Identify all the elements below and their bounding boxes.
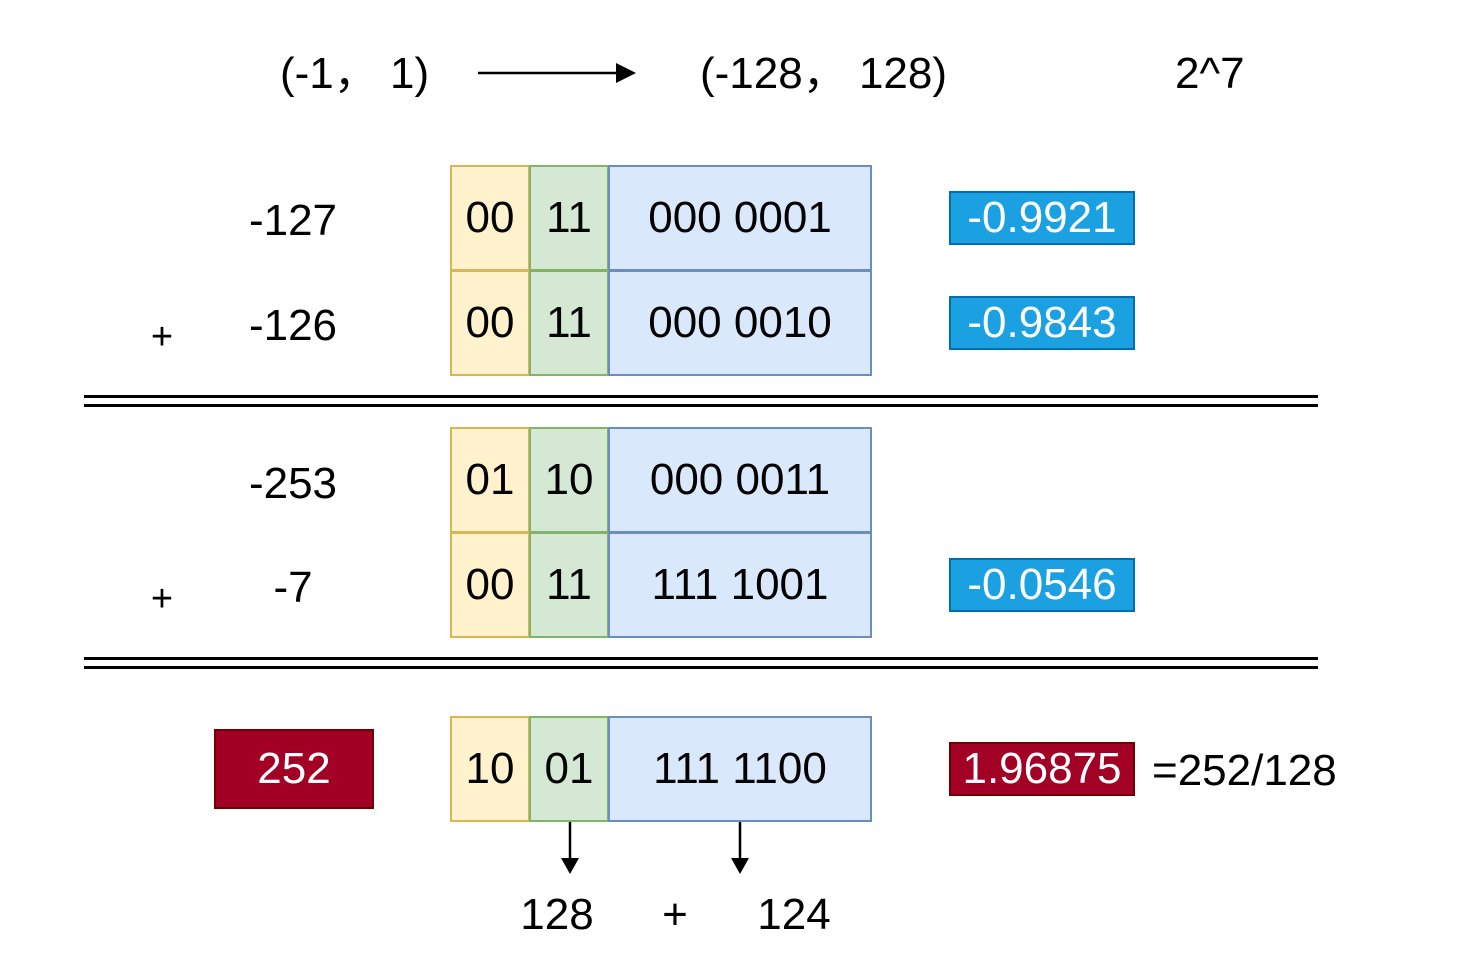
down-arrow-icon [561, 822, 579, 874]
result-formula: =252/128 [1152, 746, 1337, 795]
row-1-normalized: -0.9921 [949, 191, 1135, 245]
scale-factor: 2^7 [1175, 49, 1245, 98]
row-3-value-bits: 000 0011 [608, 427, 872, 533]
row-4-decimal: -7 [273, 563, 313, 612]
result-overflow-bits: 01 [529, 716, 609, 822]
range-from: (-1， 1) [280, 49, 430, 98]
row-2-decimal: -126 [248, 301, 338, 350]
row-3-overflow-bits: 10 [529, 427, 609, 533]
row-2-overflow-bits: 11 [529, 270, 609, 376]
sum-rule-2b [84, 666, 1318, 669]
result-normalized: 1.96875 [949, 742, 1135, 796]
right-arrow-icon [478, 63, 636, 83]
row-3-decimal: -253 [248, 459, 338, 508]
breakdown-operator: + [662, 890, 688, 939]
row-4-overflow-bits: 11 [529, 532, 609, 638]
row-2-sign-bits: 00 [450, 270, 530, 376]
row-2-value-bits: 000 0010 [608, 270, 872, 376]
row-4-plus-sign: + [150, 578, 174, 620]
row-4-value-bits: 111 1001 [608, 532, 872, 638]
sum-rule-1a [84, 395, 1318, 398]
row-1-decimal: -127 [248, 196, 338, 245]
row-2-plus-sign: + [150, 316, 174, 358]
row-3-sign-bits: 01 [450, 427, 530, 533]
sum-rule-2a [84, 657, 1318, 660]
range-to: (-128， 128) [700, 49, 948, 98]
result-decimal: 252 [214, 729, 374, 809]
breakdown-right: 124 [757, 890, 831, 939]
row-1-sign-bits: 00 [450, 165, 530, 271]
down-arrow-icon [731, 822, 749, 874]
row-2-normalized: -0.9843 [949, 296, 1135, 350]
row-4-sign-bits: 00 [450, 532, 530, 638]
row-1-value-bits: 000 0001 [608, 165, 872, 271]
row-4-normalized: -0.0546 [949, 558, 1135, 612]
row-1-overflow-bits: 11 [529, 165, 609, 271]
result-value-bits: 111 1100 [608, 716, 872, 822]
breakdown-left: 128 [520, 890, 594, 939]
result-sign-bits: 10 [450, 716, 530, 822]
sum-rule-1b [84, 404, 1318, 407]
